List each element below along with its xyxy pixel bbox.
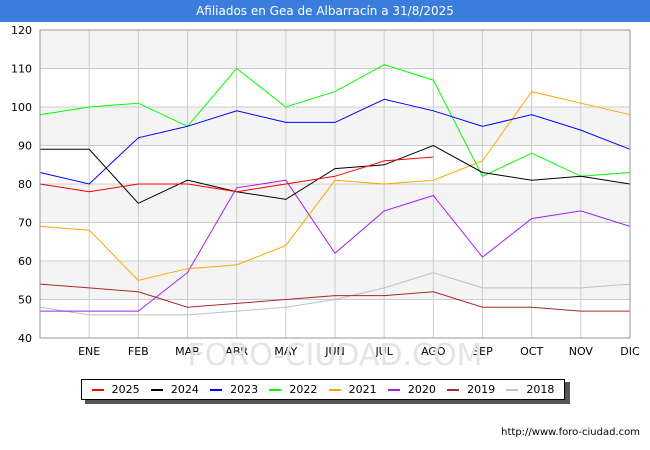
legend-label: 2025	[111, 383, 140, 396]
legend-swatch	[210, 388, 223, 391]
x-tick-label: OCT	[520, 345, 543, 358]
x-tick-label: JUN	[324, 345, 345, 358]
legend-label: 2018	[526, 383, 555, 396]
y-tick-label: 90	[18, 140, 32, 153]
legend-item-2025: 2025	[91, 383, 140, 396]
x-tick-label: AGO	[421, 345, 446, 358]
legend-label: 2020	[407, 383, 436, 396]
series-line-2022	[39, 64, 631, 177]
legend-swatch	[447, 388, 460, 391]
legend-swatch	[387, 388, 400, 391]
title-bar	[0, 0, 650, 22]
legend-item-2018: 2018	[506, 383, 554, 396]
x-tick-label: NOV	[569, 345, 594, 358]
series-line-2019	[39, 283, 630, 312]
x-tick-label: MAY	[274, 345, 297, 358]
y-tick-label: 110	[11, 63, 32, 76]
legend-label: 2023	[230, 383, 259, 396]
legend-swatch	[150, 388, 163, 391]
series-line-2025	[39, 156, 434, 193]
legend-item-2021: 2021	[328, 383, 377, 396]
y-tick-label: 50	[18, 294, 32, 307]
x-tick-label: JUL	[374, 345, 393, 358]
legend-item-2024: 2024	[150, 383, 199, 396]
series-line-2020	[40, 179, 631, 312]
legend-item-2022: 2022	[269, 383, 317, 396]
series-line-2023	[39, 98, 631, 185]
legend-item-2023: 2023	[210, 383, 258, 396]
x-tick-label: FEB	[128, 345, 149, 358]
series-line-2024	[40, 144, 631, 204]
y-tick-label: 40	[18, 332, 32, 345]
legend-label: 2024	[170, 383, 199, 396]
plot-frame	[39, 29, 631, 339]
legend-swatch	[269, 388, 282, 391]
y-tick-label: 100	[11, 101, 32, 114]
legend-swatch	[328, 388, 341, 391]
watermark: FORO-CIUDAD.COM	[188, 338, 483, 373]
x-tick-label: MAR	[175, 345, 200, 358]
x-tick-label: DIC	[620, 345, 640, 358]
legend: 2025 2024 2023 2022 2021 2020 2019 2018	[81, 379, 565, 400]
y-tick-label: 80	[18, 178, 32, 191]
legend-item-2019: 2019	[447, 383, 495, 396]
y-tick-label: 120	[11, 24, 32, 37]
legend-label: 2021	[348, 383, 377, 396]
series-line-2021	[39, 91, 631, 281]
y-tick-label: 70	[18, 217, 32, 230]
x-tick-label: SEP	[472, 345, 493, 358]
legend-swatch	[506, 388, 519, 391]
legend-swatch	[91, 388, 104, 391]
x-tick-label: ENE	[78, 345, 100, 358]
legend-item-2020: 2020	[387, 383, 436, 396]
y-tick-label: 60	[18, 255, 32, 268]
legend-label: 2019	[467, 383, 496, 396]
source-url: http://www.foro-ciudad.com	[501, 427, 640, 438]
x-tick-label: ABR	[225, 345, 248, 358]
series-line-2018	[39, 272, 631, 316]
legend-label: 2022	[289, 383, 318, 396]
chart-title: Afiliados en Gea de Albarracín a 31/8/20…	[196, 4, 454, 18]
